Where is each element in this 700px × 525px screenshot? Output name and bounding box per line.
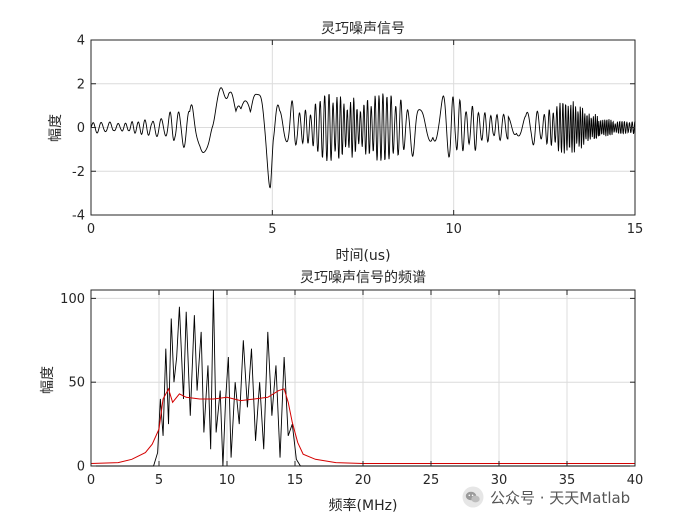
- x-tick-label: 35: [559, 473, 576, 488]
- y-tick-label: 2: [77, 77, 85, 92]
- y-tick-label: -2: [72, 165, 85, 180]
- x-tick-label: 20: [355, 473, 372, 488]
- x-tick-label: 10: [445, 222, 462, 237]
- spectrum-x-label: 频率(MHz): [329, 497, 398, 514]
- spectrum-series: [90, 289, 635, 467]
- x-tick-label: 25: [423, 473, 440, 488]
- x-tick-label: 15: [287, 473, 304, 488]
- y-tick-label: 4: [77, 34, 85, 49]
- watermark: 公众号 · 天天Matlab: [462, 486, 630, 508]
- signal-title: 灵巧噪声信号: [321, 21, 405, 37]
- spectrum-y-ticks: 0 50 100: [60, 292, 635, 475]
- x-tick-label: 40: [627, 473, 644, 488]
- spectrum-envelope-line: [90, 387, 635, 464]
- spectrum-line: [91, 289, 635, 467]
- signal-x-label: 时间(us): [335, 248, 390, 264]
- signal-series: [90, 87, 636, 189]
- y-tick-label: 0: [77, 460, 85, 475]
- signal-y-ticks: -4 -2 0 2 4: [72, 34, 635, 224]
- wechat-icon: [462, 486, 484, 508]
- x-tick-label: 30: [491, 473, 508, 488]
- x-tick-label: 10: [219, 473, 236, 488]
- x-tick-label: 5: [155, 473, 163, 488]
- spectrum-title: 灵巧噪声信号的频谱: [300, 270, 426, 286]
- y-tick-label: 0: [77, 121, 85, 136]
- watermark-text: 公众号 · 天天Matlab: [490, 488, 631, 507]
- x-tick-label: 5: [268, 222, 276, 237]
- spectrum-grid: [90, 290, 636, 467]
- spectrum-x-ticks: 0 5 10 15 20 25 30 35 40: [87, 290, 643, 488]
- signal-x-ticks: 0 5 10 15: [87, 40, 643, 237]
- x-tick-label: 0: [87, 473, 95, 488]
- y-tick-label: 50: [68, 376, 85, 391]
- x-tick-label: 15: [627, 222, 644, 237]
- y-tick-label: 100: [60, 292, 85, 307]
- signal-chart: 0 5 10 15 -4 -2 0 2 4 灵巧噪声信号 时间(us) 幅度: [48, 21, 643, 264]
- signal-line: [90, 87, 636, 189]
- spectrum-chart: 0 5 10 15 20 25 30 35 40 0 50 100 灵巧噪声信号的频谱 频率(MHz…: [40, 270, 643, 514]
- spectrum-y-label: 幅度: [40, 366, 56, 394]
- x-tick-label: 0: [87, 222, 95, 237]
- signal-y-label: 幅度: [48, 114, 64, 142]
- y-tick-label: -4: [72, 209, 85, 224]
